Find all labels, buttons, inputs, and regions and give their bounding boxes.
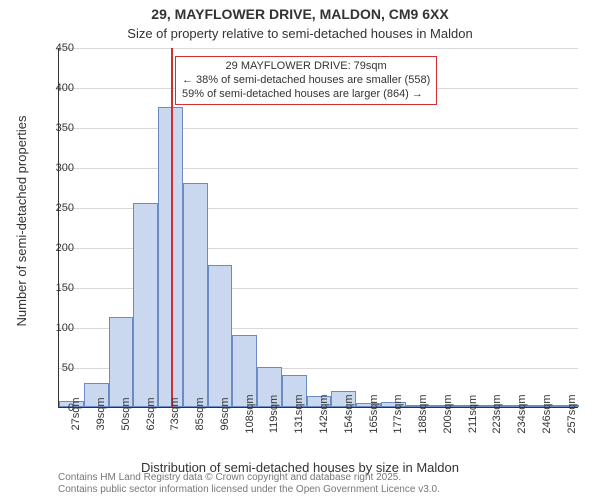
y-tick-label: 50 — [62, 362, 74, 374]
x-tick-label: 50sqm — [120, 397, 132, 430]
x-tick-label: 119sqm — [268, 395, 280, 433]
y-tick-label: 400 — [56, 82, 74, 94]
histogram-bar — [183, 183, 208, 407]
gridline — [59, 168, 578, 169]
y-tick-label: 300 — [56, 162, 74, 174]
y-tick-label: 350 — [56, 122, 74, 134]
x-tick-label: 27sqm — [70, 397, 82, 430]
x-tick-label: 188sqm — [417, 394, 429, 433]
x-tick-label: 246sqm — [541, 394, 553, 433]
x-tick-label: 223sqm — [491, 394, 503, 433]
x-tick-label: 211sqm — [467, 395, 479, 433]
histogram-bar — [208, 265, 233, 407]
x-tick-label: 234sqm — [516, 394, 528, 433]
x-tick-label: 154sqm — [343, 394, 355, 433]
y-tick-label: 200 — [56, 242, 74, 254]
footer-line-2: Contains public sector information licen… — [58, 484, 440, 496]
x-tick-label: 73sqm — [169, 397, 181, 430]
gridline — [59, 128, 578, 129]
annotation-line: ← 38% of semi-detached houses are smalle… — [182, 74, 430, 88]
annotation-callout: 29 MAYFLOWER DRIVE: 79sqm← 38% of semi-d… — [175, 56, 437, 105]
plot-area: 29 MAYFLOWER DRIVE: 79sqm← 38% of semi-d… — [58, 48, 578, 408]
histogram-bar — [109, 317, 134, 407]
y-axis-label: Number of semi-detached properties — [14, 115, 29, 326]
x-tick-label: 165sqm — [368, 394, 380, 433]
x-tick-label: 96sqm — [219, 397, 231, 430]
x-tick-label: 200sqm — [442, 394, 454, 433]
x-tick-label: 131sqm — [293, 394, 305, 433]
x-tick-label: 62sqm — [145, 397, 157, 430]
histogram-bar — [133, 203, 158, 407]
x-tick-label: 257sqm — [566, 394, 578, 433]
chart-title: 29, MAYFLOWER DRIVE, MALDON, CM9 6XX — [0, 6, 600, 22]
footer-line-1: Contains HM Land Registry data © Crown c… — [58, 472, 440, 484]
y-tick-label: 150 — [56, 282, 74, 294]
annotation-line: 29 MAYFLOWER DRIVE: 79sqm — [182, 60, 430, 74]
y-tick-label: 100 — [56, 322, 74, 334]
x-tick-label: 85sqm — [194, 397, 206, 430]
chart-container: 29, MAYFLOWER DRIVE, MALDON, CM9 6XX Siz… — [0, 0, 600, 500]
chart-footer: Contains HM Land Registry data © Crown c… — [58, 472, 440, 496]
annotation-line: 59% of semi-detached houses are larger (… — [182, 88, 430, 102]
y-tick-label: 450 — [56, 42, 74, 54]
reference-line — [171, 48, 173, 407]
x-tick-label: 177sqm — [392, 394, 404, 433]
y-tick-label: 250 — [56, 202, 74, 214]
gridline — [59, 48, 578, 49]
x-tick-label: 39sqm — [95, 397, 107, 430]
x-tick-label: 108sqm — [244, 394, 256, 433]
x-tick-label: 142sqm — [318, 394, 330, 433]
chart-subtitle: Size of property relative to semi-detach… — [0, 26, 600, 41]
